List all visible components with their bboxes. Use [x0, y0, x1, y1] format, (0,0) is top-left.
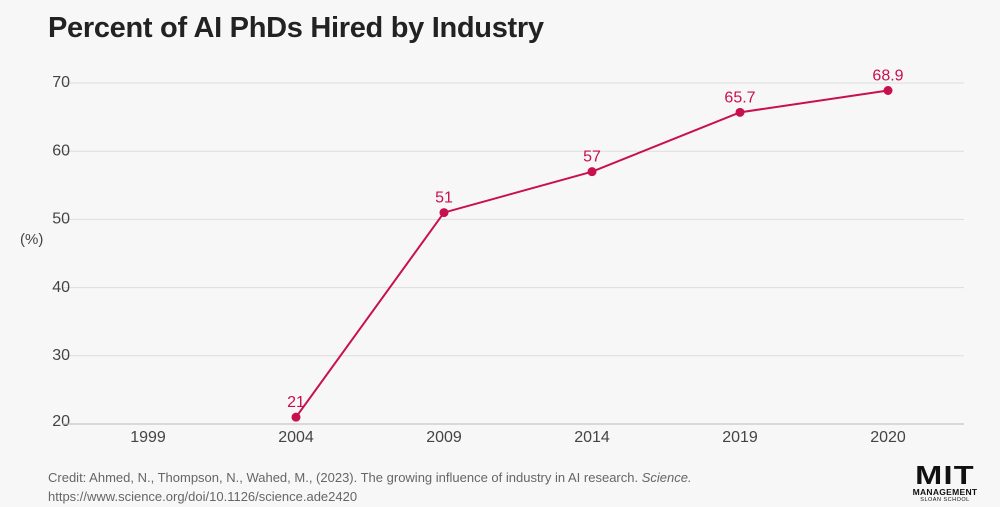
y-tick-label: 60 — [52, 142, 70, 159]
credit-url[interactable]: https://www.science.org/doi/10.1126/scie… — [48, 489, 358, 504]
logo-mit: MIT — [915, 460, 975, 490]
y-axis-label: (%) — [20, 231, 43, 248]
y-tick-label: 50 — [52, 211, 70, 228]
logo-school: SLOAN SCHOOL — [920, 497, 970, 503]
series-main: 21 51 57 65.7 68.9 — [287, 68, 904, 422]
mit-sloan-logo: MIT MANAGEMENT SLOAN SCHOOL — [906, 462, 984, 504]
data-point — [587, 167, 597, 177]
y-axis-ticks: 20 30 40 50 60 70 — [52, 74, 70, 430]
data-label: 21 — [287, 394, 305, 411]
x-tick-label: 1999 — [130, 429, 166, 446]
y-tick-label: 30 — [52, 347, 70, 364]
y-tick-label: 20 — [52, 413, 70, 430]
data-point — [439, 208, 449, 218]
x-tick-label: 2019 — [722, 429, 758, 446]
x-tick-label: 2009 — [426, 429, 462, 446]
data-label: 51 — [435, 190, 453, 207]
data-point — [291, 412, 301, 422]
logo-management: MANAGEMENT — [912, 487, 978, 497]
data-label: 68.9 — [872, 68, 903, 85]
y-tick-label: 40 — [52, 279, 70, 296]
line-chart: 20 30 40 50 60 70 (%) 1999 2004 2009 2014 2019 202… — [20, 68, 964, 446]
data-label: 65.7 — [724, 89, 755, 106]
credit-text: Credit: Ahmed, N., Thompson, N., Wahed, … — [48, 470, 639, 485]
chart-title: Percent of AI PhDs Hired by Industry — [48, 12, 544, 44]
data-point — [735, 107, 745, 117]
x-tick-label: 2004 — [278, 429, 314, 446]
data-label: 57 — [583, 149, 601, 166]
x-tick-label: 2014 — [574, 429, 610, 446]
y-tick-label: 70 — [52, 74, 70, 91]
series-line — [295, 89, 889, 418]
grid-lines — [62, 82, 964, 357]
x-tick-label: 2020 — [870, 429, 906, 446]
credit-note: Credit: Ahmed, N., Thompson, N., Wahed, … — [48, 468, 692, 506]
credit-journal: Science. — [641, 470, 692, 485]
data-point — [883, 86, 893, 96]
x-axis-ticks: 1999 2004 2009 2014 2019 2020 — [130, 429, 906, 446]
